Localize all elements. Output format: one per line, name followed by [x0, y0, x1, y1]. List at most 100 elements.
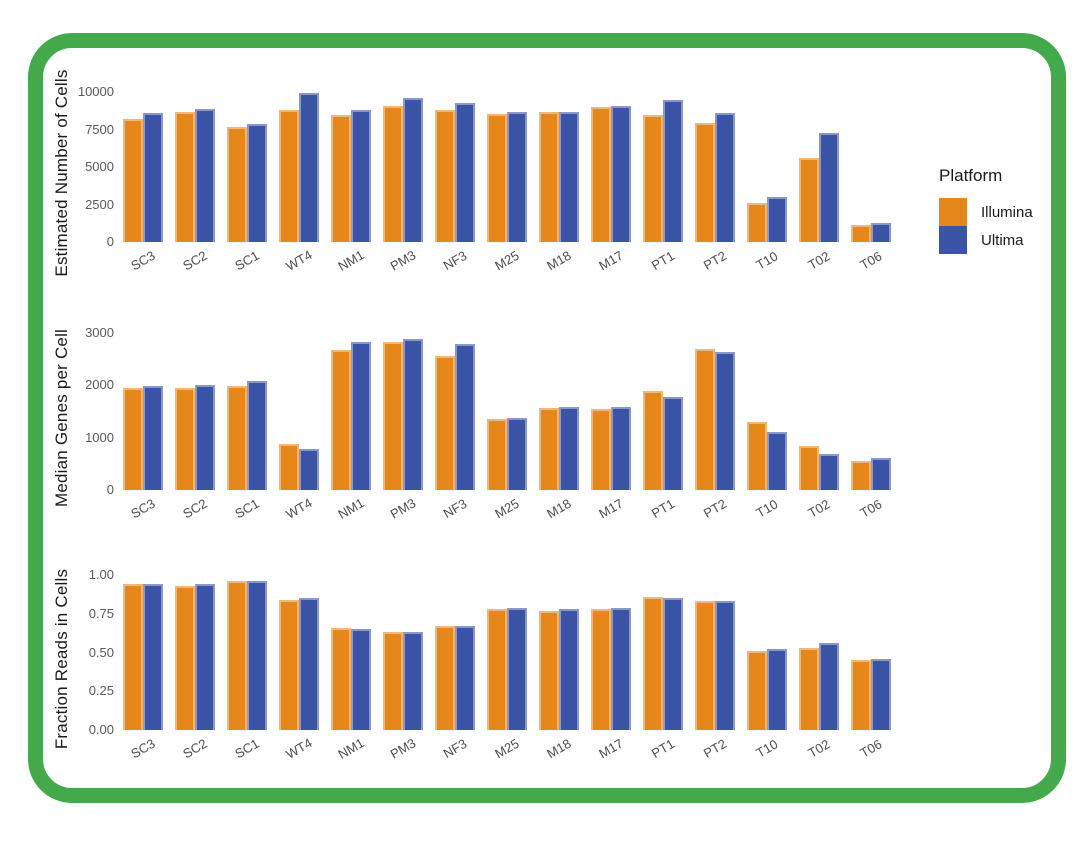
x-tick-label: SC1 [232, 735, 262, 762]
x-tick-cell: NF3 [435, 490, 475, 534]
illumina-bar [435, 626, 455, 730]
illumina-bar [123, 387, 143, 490]
bar-group-nm1 [331, 575, 371, 730]
x-tick-label: M17 [596, 735, 626, 762]
y-tick-label: 2000 [85, 377, 114, 393]
y-tick-label: 2500 [85, 196, 114, 212]
x-tick-label: T10 [753, 496, 781, 521]
bar-group-m17 [591, 92, 631, 242]
x-axis-labels: SC3 SC2 SC1 WT4 NM1 PM3 NF3 M25 M18 M17 PT1 PT2 T10 T… [123, 242, 891, 286]
ultima-bar [195, 584, 215, 730]
x-tick-cell: NF3 [435, 242, 475, 286]
bar-group-pt2 [695, 333, 735, 490]
x-tick-cell: NM1 [331, 490, 371, 534]
ultima-bar [559, 609, 579, 730]
x-tick-cell: M17 [591, 242, 631, 286]
x-tick-cell: M17 [591, 490, 631, 534]
y-tick-label: 1.00 [88, 567, 114, 582]
y-axis-title: Estimated Number of Cells [52, 69, 71, 277]
illumina-bar [175, 585, 195, 730]
x-tick-label: SC1 [232, 247, 262, 274]
y-tick-label: 1000 [85, 429, 114, 445]
x-tick-cell: PT1 [643, 242, 683, 286]
x-tick-label: NM1 [335, 735, 367, 762]
ultima-bar [715, 601, 735, 730]
bar-group-nf3 [435, 333, 475, 490]
y-tick-label: 0.75 [88, 605, 114, 621]
x-tick-label: PM3 [387, 247, 419, 274]
x-tick-cell: SC1 [227, 730, 267, 774]
bar-group-sc3 [123, 333, 163, 490]
ultima-bar [351, 110, 371, 242]
x-tick-cell: NM1 [331, 730, 371, 774]
bar-group-m18 [539, 92, 579, 242]
ultima-bar [663, 397, 683, 490]
x-tick-label: SC2 [180, 735, 210, 762]
x-tick-cell: SC1 [227, 490, 267, 534]
x-tick-cell: M25 [487, 490, 527, 534]
x-tick-label: M18 [544, 495, 574, 522]
y-tick-label: 0 [106, 234, 114, 249]
x-tick-label: WT4 [283, 735, 315, 762]
ultima-bar [247, 581, 267, 730]
illumina-color-swatch [939, 198, 967, 226]
ultima-bar [299, 449, 319, 490]
illumina-bar [227, 581, 247, 730]
x-tick-cell: PM3 [383, 242, 423, 286]
ultima-color-swatch [939, 226, 967, 254]
x-tick-label: M25 [492, 495, 522, 522]
x-tick-label: T02 [805, 736, 833, 761]
ultima-bar [143, 113, 163, 242]
illumina-bar [487, 418, 507, 490]
x-axis-labels: SC3 SC2 SC1 WT4 NM1 PM3 NF3 M25 M18 M17 PT1 PT2 T10 T… [123, 730, 891, 774]
x-tick-cell: T10 [747, 730, 787, 774]
ultima-bar [195, 384, 215, 490]
plot-region: 0 1000 2000 3000 SC3 SC2 SC1 WT4 NM1 PM3 NF3 M25 M1… [85, 326, 891, 534]
illumina-bar [799, 445, 819, 490]
ultima-bar [767, 197, 787, 242]
legend-label-illumina: Illumina [981, 203, 1033, 221]
x-tick-cell: M25 [487, 242, 527, 286]
x-tick-cell: NM1 [331, 242, 371, 286]
bar-group-m25 [487, 92, 527, 242]
x-tick-label: M18 [544, 247, 574, 274]
bar-group-sc2 [175, 333, 215, 490]
illumina-bar [175, 387, 195, 490]
illumina-bar [175, 112, 195, 242]
illumina-bar [383, 632, 403, 730]
x-tick-label: NM1 [335, 247, 367, 274]
illumina-bar [747, 650, 767, 730]
illumina-bar [331, 627, 351, 730]
x-tick-cell: M18 [539, 490, 579, 534]
x-tick-label: T02 [805, 248, 833, 273]
ultima-bar [715, 351, 735, 490]
illumina-bar [643, 114, 663, 242]
x-tick-cell: M18 [539, 730, 579, 774]
x-tick-cell: PT2 [695, 490, 735, 534]
green-border-frame: Estimated Number of Cells 0 2500 5000 7500 1… [28, 33, 1066, 803]
illumina-bar [591, 408, 611, 490]
bar-group-t10 [747, 92, 787, 242]
y-tick-label: 0.25 [88, 683, 114, 699]
bar-group-t06 [851, 92, 891, 242]
x-tick-label: T02 [805, 496, 833, 521]
ultima-bar [247, 381, 267, 490]
y-tick-label: 0.50 [88, 644, 114, 660]
ultima-bar [143, 584, 163, 730]
x-tick-label: M17 [596, 247, 626, 274]
illumina-bar [123, 584, 143, 730]
bar-group-nm1 [331, 92, 371, 242]
ultima-bar [871, 658, 891, 730]
illumina-bar [539, 112, 559, 242]
bar-groups [123, 92, 891, 242]
illumina-bar [799, 647, 819, 730]
bar-group-m17 [591, 333, 631, 490]
x-tick-label: T10 [753, 736, 781, 761]
x-tick-cell: SC2 [175, 490, 215, 534]
bar-group-pt1 [643, 92, 683, 242]
illumina-bar [591, 609, 611, 730]
plot-region: 0.00 0.25 0.50 0.75 1.00 SC3 SC2 SC1 WT4 NM1 PM3 N… [89, 568, 891, 774]
illumina-bar [643, 596, 663, 730]
x-tick-cell: T02 [799, 242, 839, 286]
x-tick-cell: PT2 [695, 730, 735, 774]
